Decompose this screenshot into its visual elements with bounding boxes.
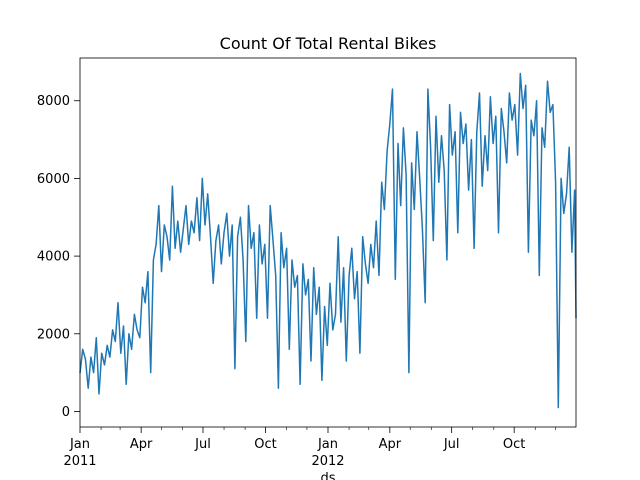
y-tick-label: 4000 — [37, 250, 70, 265]
x-tick-label: Jan — [69, 437, 90, 452]
x-tick-label: Oct — [503, 437, 525, 452]
x-tick-label: Jul — [194, 437, 211, 452]
x-tick-sublabel: 2011 — [63, 454, 96, 469]
x-tick-label: Jan — [317, 437, 338, 452]
x-axis: Jan 2011 Apr Jul Oct Jan 2012 Apr Jul Oct — [63, 427, 556, 469]
x-tick-label: Oct — [254, 437, 276, 452]
x-tick-label: Apr — [379, 437, 402, 452]
y-tick-label: 6000 — [37, 172, 70, 187]
y-tick-label: 2000 — [37, 327, 70, 342]
chart-title: Count Of Total Rental Bikes — [220, 34, 437, 53]
y-tick-label: 8000 — [37, 94, 70, 109]
x-axis-label: ds — [320, 471, 335, 480]
x-tick-label: Apr — [130, 437, 153, 452]
y-axis: 0 2000 4000 6000 8000 — [37, 94, 80, 420]
x-tick-label: Jul — [443, 437, 460, 452]
y-tick-label: 0 — [62, 405, 70, 420]
series-line-cnt — [79, 72, 577, 409]
x-tick-sublabel: 2012 — [311, 454, 344, 469]
